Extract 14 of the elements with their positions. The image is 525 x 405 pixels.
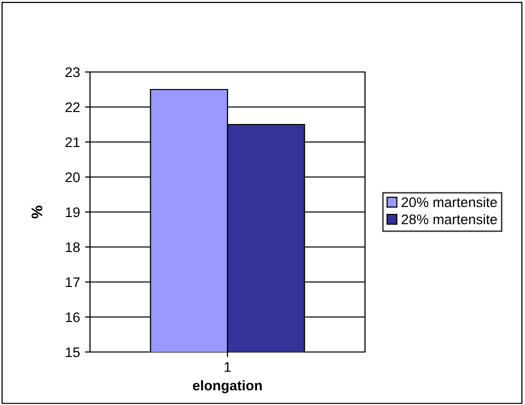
legend-label: 28% martensite bbox=[402, 214, 497, 224]
y-tick-label: 19 bbox=[66, 207, 80, 218]
y-tick-label: 18 bbox=[66, 242, 80, 252]
y-axis-title: % bbox=[32, 206, 42, 218]
y-tick-label: 21 bbox=[66, 137, 80, 148]
y-tick-label: 17 bbox=[66, 277, 80, 288]
y-tick-label: 15 bbox=[66, 347, 80, 358]
x-tick-label: 1 bbox=[224, 362, 231, 372]
y-tick-label: 20 bbox=[66, 172, 80, 182]
x-axis-title: elongation bbox=[192, 380, 262, 394]
y-tick-label: 16 bbox=[66, 312, 80, 322]
y-tick-label: 23 bbox=[66, 67, 80, 78]
legend-label: 20% martensite bbox=[402, 196, 497, 208]
y-tick-label: 22 bbox=[66, 102, 80, 112]
